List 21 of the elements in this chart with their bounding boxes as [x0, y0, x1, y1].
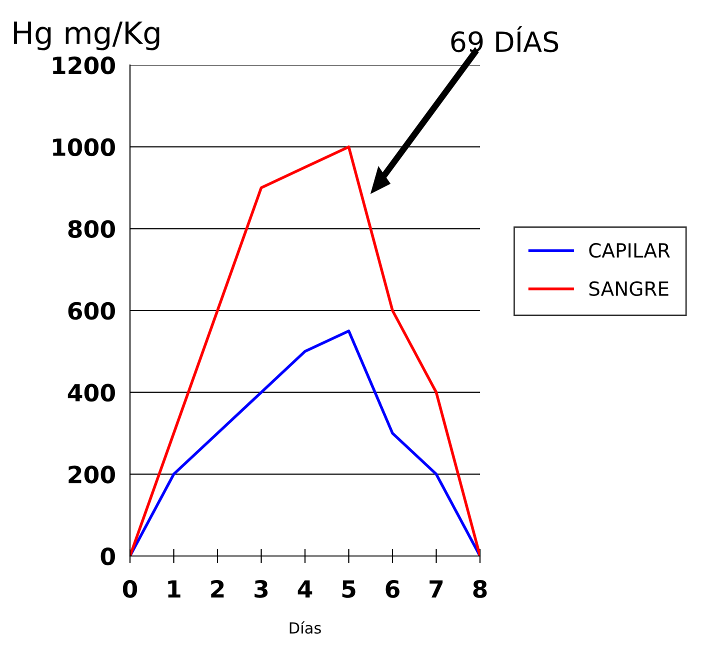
- x-axis-title: Días: [290, 621, 321, 634]
- x-tick-label: 5: [342, 580, 356, 598]
- x-tick-label: 0: [122, 580, 138, 598]
- legend-label: CAPILAR: [589, 243, 670, 258]
- y-tick-label: 1000: [53, 138, 115, 156]
- x-tick-label: 7: [430, 580, 443, 598]
- y-tick-label: 800: [68, 220, 115, 238]
- y-tick-label: 400: [68, 384, 115, 402]
- y-tick-label: 1200: [53, 56, 115, 74]
- legend-label: SANGRE: [589, 281, 668, 296]
- x-tick-label: 3: [254, 580, 268, 598]
- y-tick-label: 0: [100, 547, 115, 566]
- x-tick-label: 6: [386, 580, 400, 598]
- y-tick-label: 200: [68, 466, 115, 484]
- y-axis-title: Hg mg/Kg: [14, 22, 160, 50]
- text: 69 DÍAS: [451, 26, 558, 52]
- y-tick-label: 600: [68, 302, 115, 320]
- x-tick-label: 1: [168, 580, 180, 598]
- x-tick-label: 4: [298, 580, 312, 598]
- x-tick-label: 2: [211, 580, 224, 598]
- x-tick-label: 8: [473, 580, 487, 598]
